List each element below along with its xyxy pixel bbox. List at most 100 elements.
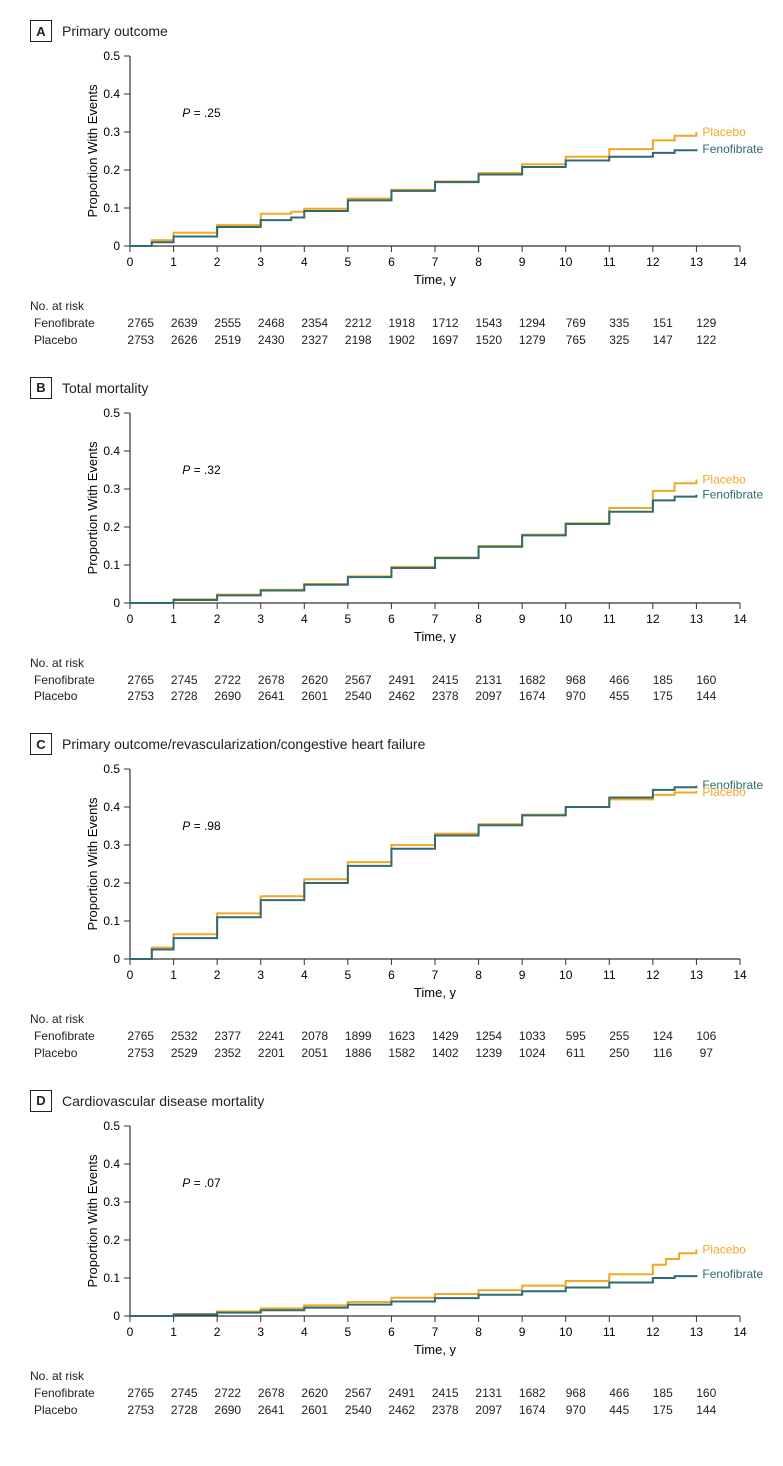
- at-risk-cell: 2078: [293, 1028, 337, 1045]
- at-risk-cell: 2753: [119, 1045, 163, 1062]
- svg-text:0: 0: [113, 952, 120, 966]
- at-risk-cell: 2378: [424, 1402, 468, 1419]
- svg-text:0.3: 0.3: [103, 125, 120, 139]
- svg-text:12: 12: [646, 612, 660, 626]
- placebo-label: Placebo: [702, 785, 746, 799]
- svg-text:0: 0: [113, 596, 120, 610]
- svg-text:2: 2: [214, 1325, 221, 1339]
- at-risk-cell: 1697: [424, 332, 468, 349]
- at-risk-cell: 968: [554, 672, 598, 689]
- fenofibrate-label: Fenofibrate: [702, 1267, 763, 1281]
- svg-text:0: 0: [127, 612, 134, 626]
- svg-text:0.1: 0.1: [103, 558, 120, 572]
- at-risk-cell: 1682: [511, 1385, 555, 1402]
- at-risk-cell: 2462: [380, 1402, 424, 1419]
- svg-text:7: 7: [432, 255, 439, 269]
- at-risk-cell: 2430: [250, 332, 294, 349]
- at-risk-cell: 2462: [380, 688, 424, 705]
- at-risk-cell: 97: [685, 1045, 729, 1062]
- svg-text:13: 13: [690, 1325, 704, 1339]
- at-risk-cell: 1254: [467, 1028, 511, 1045]
- at-risk-cell: 2620: [293, 1385, 337, 1402]
- svg-text:11: 11: [603, 968, 616, 982]
- placebo-line: [130, 479, 696, 603]
- svg-text:14: 14: [733, 255, 747, 269]
- at-risk-cell: 335: [598, 315, 642, 332]
- svg-text:1: 1: [170, 612, 177, 626]
- svg-text:0.2: 0.2: [103, 520, 120, 534]
- svg-text:12: 12: [646, 968, 660, 982]
- svg-text:9: 9: [519, 968, 526, 982]
- panel-title: Primary outcome: [62, 23, 168, 39]
- panel-title: Primary outcome/revascularization/conges…: [62, 736, 425, 752]
- at-risk-cell: 129: [685, 315, 729, 332]
- placebo-label: Placebo: [702, 125, 746, 139]
- at-risk-cell: 968: [554, 1385, 598, 1402]
- at-risk-cell: 2352: [206, 1045, 250, 1062]
- km-chart: 00.10.20.30.40.501234567891011121314Time…: [85, 405, 783, 643]
- at-risk-cell: 2753: [119, 688, 163, 705]
- at-risk-cell: 2678: [250, 672, 294, 689]
- svg-text:0: 0: [127, 968, 134, 982]
- at-risk-title: No. at risk: [30, 1369, 763, 1383]
- placebo-label: Placebo: [702, 472, 746, 486]
- panel-B: BTotal mortality00.10.20.30.40.501234567…: [30, 377, 763, 706]
- svg-text:2: 2: [214, 612, 221, 626]
- p-value-text: P = .07: [182, 1176, 221, 1190]
- p-value-text: P = .32: [182, 462, 221, 476]
- fenofibrate-label: Fenofibrate: [702, 487, 763, 501]
- at-risk-table: No. at riskFenofibrate276527452722267826…: [30, 1369, 763, 1419]
- svg-text:0.2: 0.2: [103, 1233, 120, 1247]
- at-risk-cell: 970: [554, 1402, 598, 1419]
- svg-text:3: 3: [257, 968, 264, 982]
- panel-letter-box: B: [30, 377, 52, 399]
- x-axis-label: Time, y: [414, 1342, 457, 1356]
- svg-text:9: 9: [519, 1325, 526, 1339]
- at-risk-cell: 2641: [250, 688, 294, 705]
- svg-text:7: 7: [432, 968, 439, 982]
- svg-text:0: 0: [113, 239, 120, 253]
- at-risk-cell: 2491: [380, 672, 424, 689]
- svg-text:0.4: 0.4: [103, 800, 120, 814]
- svg-text:0.2: 0.2: [103, 876, 120, 890]
- at-risk-row: Placebo275325292352220120511886158214021…: [30, 1045, 763, 1062]
- svg-text:9: 9: [519, 612, 526, 626]
- svg-text:5: 5: [345, 255, 352, 269]
- at-risk-cell: 1582: [380, 1045, 424, 1062]
- at-risk-cell: 765: [554, 332, 598, 349]
- svg-text:8: 8: [475, 612, 482, 626]
- at-risk-cell: 1674: [511, 1402, 555, 1419]
- at-risk-row: Fenofibrate27652745272226782620256724912…: [30, 672, 763, 689]
- svg-text:13: 13: [690, 612, 704, 626]
- at-risk-row: Fenofibrate27652532237722412078189916231…: [30, 1028, 763, 1045]
- at-risk-cell: 1279: [511, 332, 555, 349]
- at-risk-cell: 147: [641, 332, 685, 349]
- at-risk-cell: 175: [641, 1402, 685, 1419]
- svg-text:13: 13: [690, 968, 704, 982]
- svg-text:0: 0: [113, 1309, 120, 1323]
- svg-text:6: 6: [388, 1325, 395, 1339]
- svg-text:8: 8: [475, 255, 482, 269]
- svg-text:10: 10: [559, 255, 573, 269]
- svg-text:8: 8: [475, 1325, 482, 1339]
- at-risk-cell: 1294: [511, 315, 555, 332]
- km-chart: 00.10.20.30.40.501234567891011121314Time…: [85, 1118, 783, 1356]
- x-axis-label: Time, y: [414, 629, 457, 643]
- at-risk-row: Fenofibrate27652639255524682354221219181…: [30, 315, 763, 332]
- svg-text:14: 14: [733, 1325, 747, 1339]
- at-risk-cell: 1899: [337, 1028, 381, 1045]
- at-risk-cell: 175: [641, 688, 685, 705]
- svg-text:10: 10: [559, 612, 573, 626]
- svg-text:3: 3: [257, 255, 264, 269]
- at-risk-cell: 1886: [337, 1045, 381, 1062]
- fenofibrate-line: [130, 1275, 696, 1316]
- panel-title: Total mortality: [62, 380, 148, 396]
- at-risk-cell: 2532: [163, 1028, 207, 1045]
- at-risk-cell: 466: [598, 672, 642, 689]
- svg-text:0.4: 0.4: [103, 87, 120, 101]
- at-risk-cell: 1520: [467, 332, 511, 349]
- at-risk-cell: 185: [641, 1385, 685, 1402]
- svg-text:0.2: 0.2: [103, 163, 120, 177]
- svg-text:14: 14: [733, 612, 747, 626]
- at-risk-cell: 2327: [293, 332, 337, 349]
